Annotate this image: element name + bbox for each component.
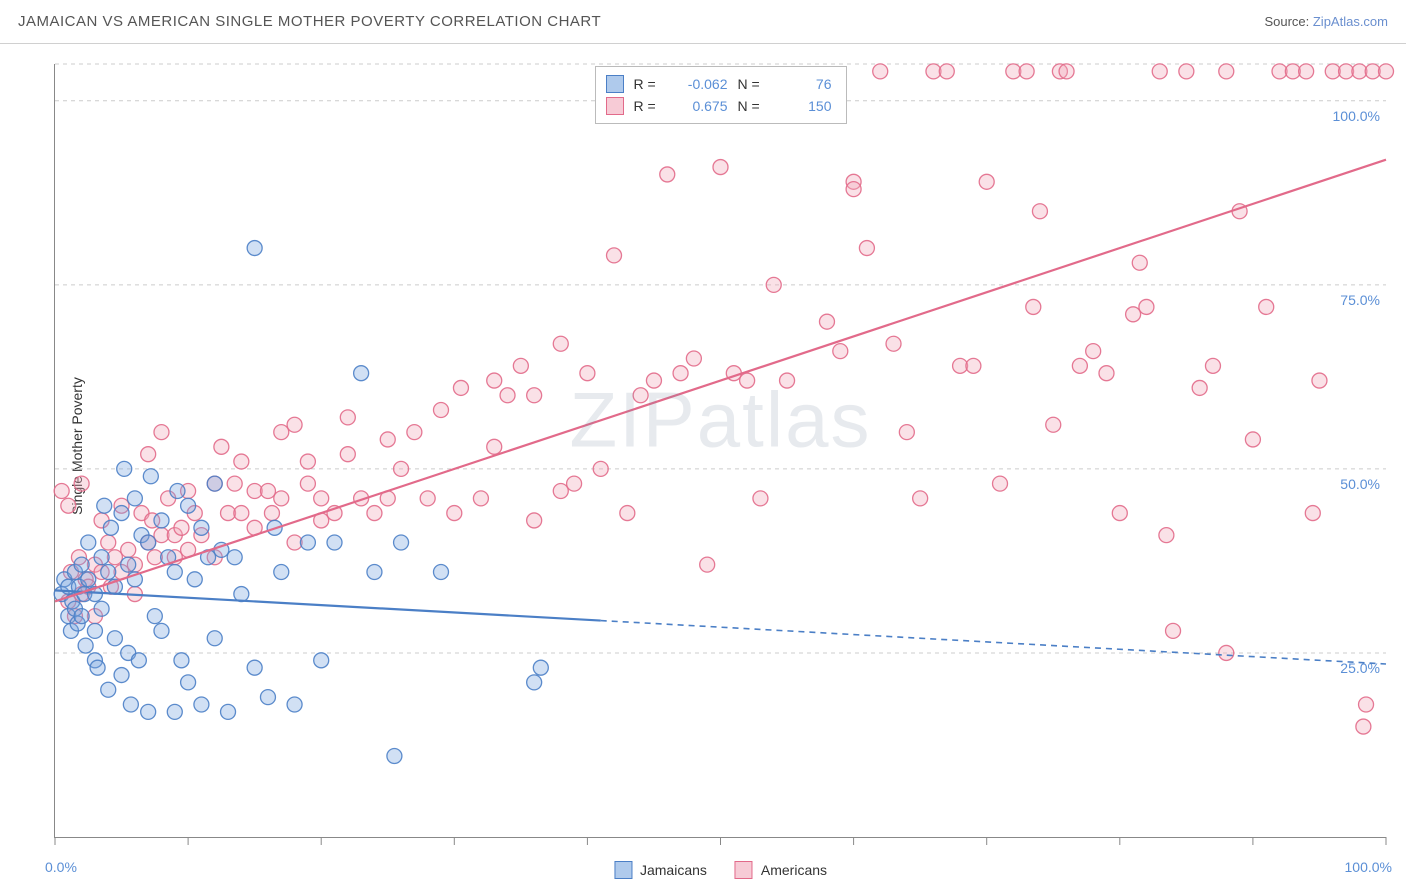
x-tick-max: 100.0% [1345, 859, 1392, 875]
legend-swatch-icon [606, 97, 624, 115]
legend-stats-row: R = 0.675 N = 150 [606, 95, 832, 117]
legend-label: Americans [761, 862, 827, 878]
svg-text:100.0%: 100.0% [1333, 108, 1380, 124]
legend-swatch-icon [606, 75, 624, 93]
svg-text:50.0%: 50.0% [1340, 476, 1380, 492]
n-value: 76 [776, 76, 832, 92]
legend-stats-row: R = -0.062 N = 76 [606, 73, 832, 95]
n-label: N = [738, 76, 766, 92]
source-link[interactable]: ZipAtlas.com [1313, 14, 1388, 29]
x-tick-min: 0.0% [45, 859, 77, 875]
svg-text:75.0%: 75.0% [1340, 292, 1380, 308]
legend-swatch-icon [614, 861, 632, 879]
r-value: -0.062 [672, 76, 728, 92]
chart-title: JAMAICAN VS AMERICAN SINGLE MOTHER POVER… [18, 13, 601, 30]
legend-item-jamaicans: Jamaicans [614, 861, 707, 879]
plot-area: 25.0%50.0%75.0%100.0% ZIPatlas R = -0.06… [54, 64, 1386, 838]
source-label: Source: ZipAtlas.com [1264, 14, 1388, 29]
r-label: R = [634, 76, 662, 92]
legend-swatch-icon [735, 861, 753, 879]
legend-item-americans: Americans [735, 861, 827, 879]
source-prefix: Source: [1264, 14, 1312, 29]
legend-stats: R = -0.062 N = 76 R = 0.675 N = 150 [595, 66, 847, 124]
chart-container: JAMAICAN VS AMERICAN SINGLE MOTHER POVER… [0, 0, 1406, 892]
n-value: 150 [776, 98, 832, 114]
n-label: N = [738, 98, 766, 114]
title-bar: JAMAICAN VS AMERICAN SINGLE MOTHER POVER… [0, 0, 1406, 44]
r-label: R = [634, 98, 662, 114]
r-value: 0.675 [672, 98, 728, 114]
legend-label: Jamaicans [640, 862, 707, 878]
plot-svg: 25.0%50.0%75.0%100.0% [55, 64, 1386, 837]
legend-series: Jamaicans Americans [614, 861, 827, 879]
